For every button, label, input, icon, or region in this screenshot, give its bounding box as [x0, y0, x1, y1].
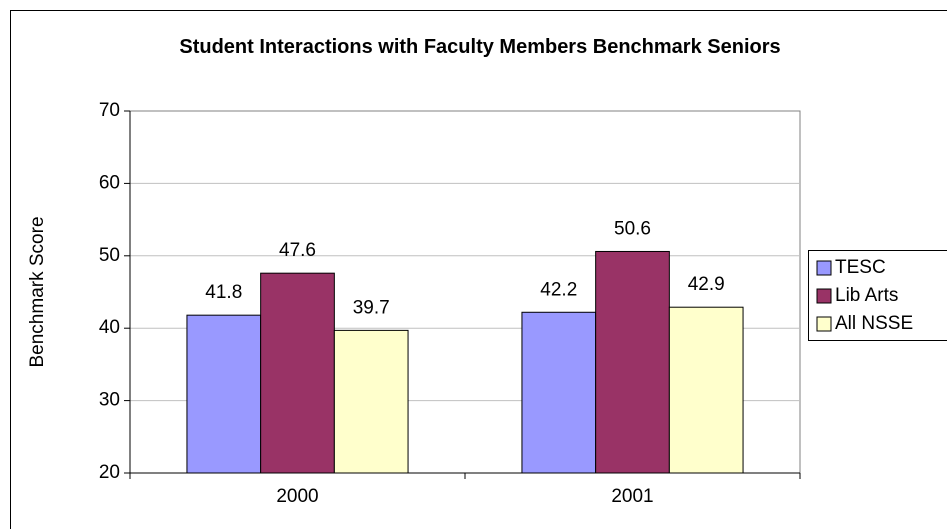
bar — [260, 272, 335, 474]
legend-label: All NSSE — [835, 313, 913, 334]
bar — [333, 329, 409, 474]
chart-title: Student Interactions with Faculty Member… — [179, 36, 781, 58]
y-tick-label: 40 — [99, 317, 120, 338]
legend-swatch — [816, 260, 832, 276]
data-label: 50.6 — [614, 218, 651, 239]
data-label: 47.6 — [279, 240, 316, 261]
y-axis-label: Benchmark Score — [27, 216, 48, 367]
data-label: 42.9 — [688, 274, 725, 295]
legend-swatch — [816, 288, 832, 304]
bar — [595, 250, 670, 474]
legend — [808, 250, 947, 341]
y-tick-label: 30 — [99, 390, 120, 411]
x-tick-label: 2000 — [276, 486, 318, 507]
y-tick-label: 70 — [99, 100, 120, 121]
legend-label: TESC — [835, 257, 886, 278]
x-tick-label: 2001 — [611, 486, 653, 507]
bar — [521, 311, 597, 474]
bar — [668, 306, 744, 474]
y-tick-label: 50 — [99, 245, 120, 266]
bar — [186, 314, 262, 474]
y-tick-label: 60 — [99, 172, 120, 193]
data-label: 41.8 — [205, 282, 242, 303]
legend-swatch — [816, 316, 832, 332]
legend-label: Lib Arts — [835, 285, 898, 306]
y-tick-label: 20 — [99, 462, 120, 483]
data-label: 42.2 — [540, 279, 577, 300]
data-label: 39.7 — [353, 297, 390, 318]
